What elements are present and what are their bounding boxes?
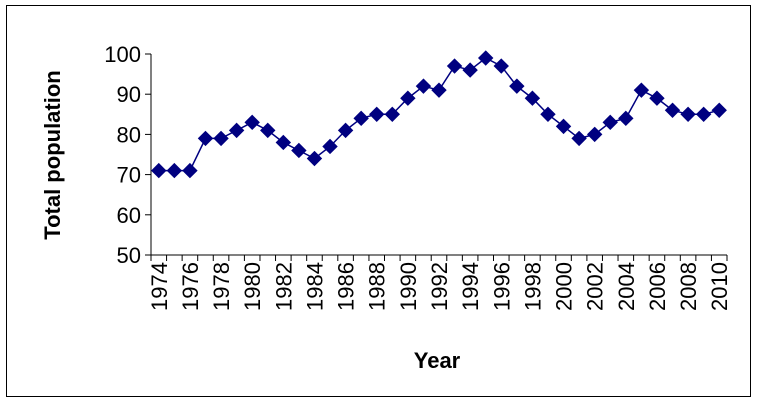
- data-point: [431, 82, 447, 98]
- x-tick-label: 2006: [645, 262, 670, 311]
- y-tick-label: 80: [117, 122, 141, 147]
- data-point: [337, 122, 354, 139]
- x-tick-label: 1986: [334, 262, 359, 311]
- x-tick-label: 2004: [614, 262, 639, 311]
- data-point: [555, 118, 572, 135]
- x-tick-label: 1978: [209, 262, 234, 311]
- x-tick-label: 2000: [552, 262, 577, 311]
- data-point: [695, 106, 712, 123]
- data-point: [182, 162, 198, 179]
- data-point: [477, 50, 494, 66]
- data-point: [664, 102, 681, 118]
- data-point: [493, 58, 509, 74]
- data-point: [633, 82, 650, 98]
- x-tick-label: 1980: [240, 262, 265, 311]
- x-tick-label: 1984: [302, 262, 327, 311]
- data-point: [151, 162, 167, 179]
- data-point: [586, 126, 603, 143]
- data-point: [244, 114, 260, 131]
- data-point: [571, 130, 587, 147]
- y-axis-title: Total population: [40, 70, 65, 239]
- y-tick-label: 50: [117, 243, 141, 268]
- y-tick-label: 90: [117, 82, 141, 107]
- x-tick-label: 2002: [583, 262, 608, 311]
- data-point: [711, 102, 727, 118]
- data-point: [291, 142, 307, 159]
- y-tick-label: 70: [117, 163, 141, 188]
- data-point: [197, 130, 214, 147]
- x-tick-label: 1990: [396, 262, 421, 311]
- y-tick-label: 100: [104, 42, 141, 67]
- chart-frame: [6, 5, 751, 397]
- x-tick-label: 1994: [458, 262, 483, 311]
- data-point: [275, 134, 292, 151]
- data-point: [228, 122, 245, 139]
- series-layer: [151, 50, 727, 179]
- data-point: [602, 114, 618, 131]
- data-point: [166, 162, 183, 179]
- x-tick-label: 2010: [707, 262, 732, 311]
- data-point: [462, 62, 478, 78]
- data-point: [524, 90, 541, 106]
- data-point: [213, 130, 229, 147]
- x-tick-label: 1982: [271, 262, 296, 311]
- data-point: [509, 78, 525, 94]
- series-line: [158, 57, 720, 172]
- data-point: [384, 106, 401, 123]
- axes: 50 60 70 80 90 100 1974 1976 1978 1980 1982 1984 198…: [104, 42, 732, 311]
- x-tick-label: 2008: [676, 262, 701, 311]
- x-tick-label: 1974: [147, 262, 172, 311]
- x-axis-title: Year: [414, 348, 461, 373]
- data-point: [322, 138, 338, 155]
- x-tick-label: 1988: [365, 262, 390, 311]
- data-point: [369, 106, 385, 123]
- data-point: [306, 150, 323, 167]
- data-point: [260, 122, 276, 139]
- data-point: [680, 106, 696, 123]
- data-point: [649, 90, 665, 106]
- data-point: [415, 78, 432, 94]
- data-point: [400, 90, 416, 106]
- data-point: [540, 106, 556, 123]
- y-tick-label: 60: [117, 203, 141, 228]
- x-tick-label: 1996: [489, 262, 514, 311]
- x-tick-label: 1976: [178, 262, 203, 311]
- data-point: [618, 110, 634, 127]
- data-point: [353, 110, 369, 127]
- x-tick-label: 1998: [520, 262, 545, 311]
- data-point: [446, 58, 463, 74]
- x-tick-label: 1992: [427, 262, 452, 311]
